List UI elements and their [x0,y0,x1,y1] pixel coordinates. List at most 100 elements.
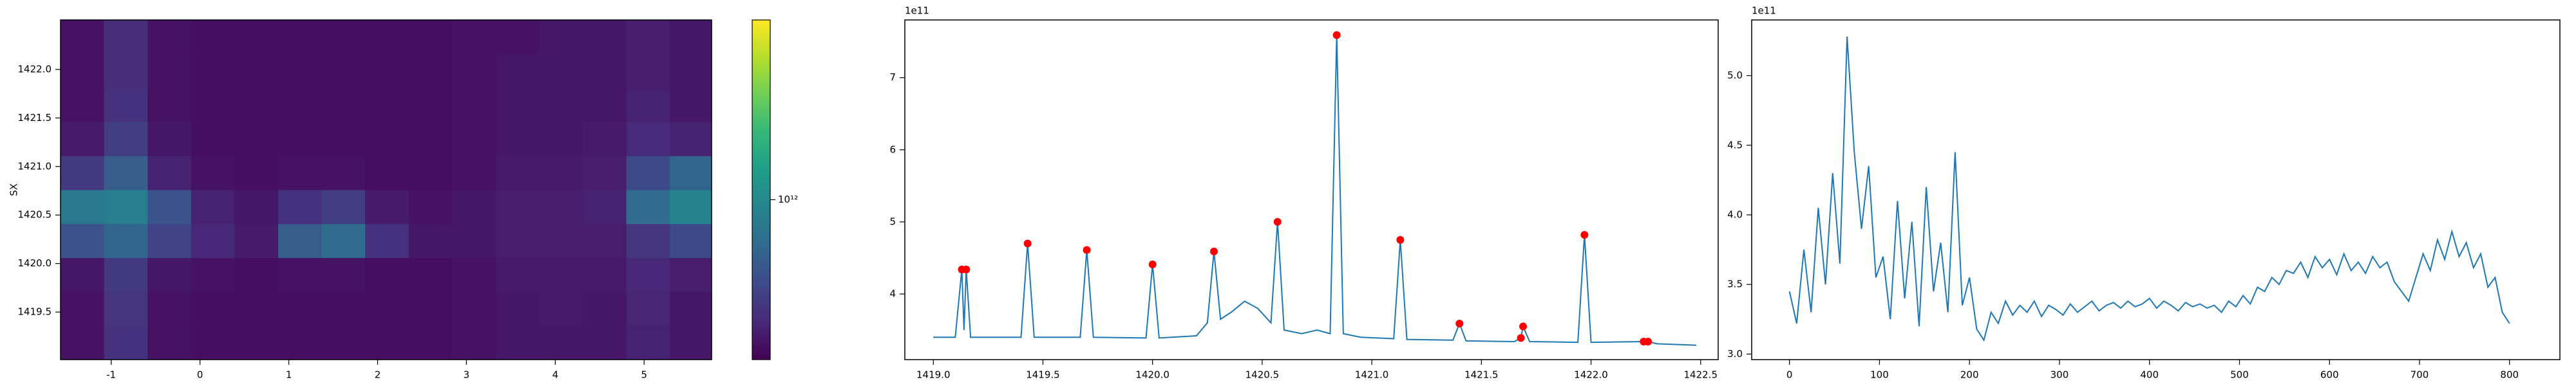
heatmap-cell [495,223,540,259]
heatmap-cell [583,190,627,225]
heatmap-cell [278,190,323,225]
heatmap-cell [321,20,366,55]
x-tick-label: 1421.5 [1464,369,1499,381]
x-tick-label: -1 [106,369,116,381]
heatmap-cell [583,223,627,259]
heatmap-cell [670,53,712,89]
heatmap-cell [104,122,148,156]
axes-frame [60,19,712,360]
heatmap-cell [365,20,410,55]
heatmap-cell [452,156,497,190]
heatmap-cell [365,156,410,190]
x-tick-label: 1422.0 [1574,369,1608,381]
heatmap-cell [104,156,148,190]
heatmap-cell [626,190,670,225]
heatmap-cell [495,190,540,225]
heatmap-cell [626,87,670,122]
y-tick-label: 7 [889,71,896,83]
y-tick-label: 5 [889,216,896,227]
heatmap-cell [61,190,105,225]
x-tick-label: 800 [2500,369,2519,381]
offset-label: 1e11 [1752,5,1776,17]
peak-marker [1273,217,1282,226]
heatmap-cell [539,53,583,89]
heatmap-cell [191,190,235,225]
y-tick-label: 4.0 [1727,208,1743,220]
heatmap-cell [539,20,583,55]
heatmap-cell [147,53,192,89]
heatmap-cell [104,20,148,55]
heatmap-cell [452,223,497,259]
heatmap-cell [452,20,497,55]
heatmap-cell [583,53,627,89]
heatmap-cell [539,223,583,259]
heatmap-cell [234,190,279,225]
heatmap-cell [670,291,712,326]
x-tick-label: 1419.0 [916,369,951,381]
x-tick-label: 1421.0 [1355,369,1389,381]
heatmap-cell [191,223,235,259]
heatmap-cell [539,326,583,360]
heatmap-cell [495,87,540,122]
heatmap-cell [147,87,192,122]
heatmap-cell [191,53,235,89]
x-tick-label: 0 [197,369,204,381]
heatmap-cell [583,156,627,190]
heatmap-cell [670,122,712,156]
heatmap-cell [191,87,235,122]
peak-marker [1396,235,1405,244]
heatmap-cell [104,291,148,326]
heatmap-cell [539,257,583,292]
heatmap-cell [321,156,366,190]
heatmap-cell [321,257,366,292]
peak-marker [962,265,971,273]
x-tick-label: 1420.5 [1245,369,1280,381]
heatmap-cell [278,122,323,156]
heatmap-cell [626,156,670,190]
heatmap-cell [452,326,497,360]
heatmap-cell [452,87,497,122]
heatmap-cell [365,53,410,89]
heatmap-cell [234,326,279,360]
heatmap-cell [234,156,279,190]
peak-marker [1023,239,1032,248]
heatmap-cell [147,122,192,156]
heatmap-cell [104,190,148,225]
heatmap-cell [365,87,410,122]
heatmap-cell [321,326,366,360]
heatmap-cell [321,87,366,122]
heatmap-cell [104,53,148,89]
heatmap-cell [670,190,712,225]
heatmap-cell [539,291,583,326]
heatmap-cell [234,87,279,122]
heatmap-cell [670,87,712,122]
heatmap-cell [583,326,627,360]
x-tick-label: 1420.0 [1135,369,1170,381]
x-tick-label: 0 [1786,369,1793,381]
heatmap-cell [626,53,670,89]
heatmap-cell [452,190,497,225]
peak-marker [1210,247,1218,255]
heatmap-cell [408,122,453,156]
peak-marker [1644,337,1653,345]
axes-frame [1751,19,2561,360]
heatmap-cell [321,53,366,89]
heatmap-cell [147,190,192,225]
heatmap-cell [278,223,323,259]
heatmap-cell [61,291,105,326]
x-tick-label: 3 [464,369,470,381]
peak-marker [1332,31,1341,39]
heatmap-cell [365,122,410,156]
heatmap-cell [321,190,366,225]
heatmap-cell [147,326,192,360]
x-tick-label: 1 [286,369,292,381]
heatmap-cell [670,326,712,360]
peak-marker [1083,246,1091,254]
heatmap-cell [147,223,192,259]
colorbar [752,19,771,360]
heatmap-cell [278,257,323,292]
heatmap-cell [147,291,192,326]
x-tick-label: 700 [2410,369,2429,381]
heatmap-cell [278,326,323,360]
x-tick-label: 400 [2140,369,2159,381]
